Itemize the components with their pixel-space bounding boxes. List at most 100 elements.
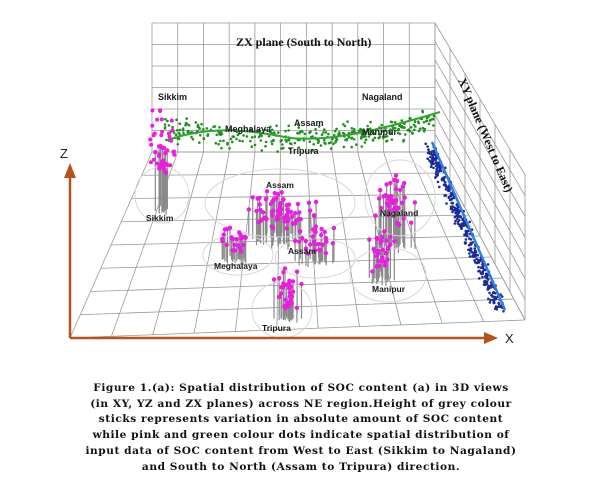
pink-dot (402, 195, 407, 200)
green-dot (163, 126, 167, 129)
pink-dot (148, 160, 153, 165)
blue-dot (447, 189, 450, 192)
pink-dot (298, 217, 303, 222)
blue-dot (449, 194, 452, 198)
green-dot (218, 126, 221, 129)
pink-dot (306, 200, 312, 205)
pink-dot (402, 180, 407, 186)
pink-dot (167, 134, 172, 139)
blue-dot (447, 195, 451, 199)
pink-dot (242, 234, 247, 240)
green-dot (329, 147, 333, 150)
pink-dots (148, 108, 418, 311)
green-dot (381, 136, 385, 140)
green-dot (166, 119, 169, 123)
pink-dot (257, 202, 262, 207)
blue-dot (459, 223, 462, 226)
green-dot (277, 131, 280, 134)
pink-dot (254, 208, 259, 214)
blue-dot (477, 258, 480, 262)
green-dot (350, 145, 354, 149)
green-dot (350, 127, 354, 130)
blue-dot (488, 301, 492, 304)
pink-dot (388, 197, 394, 202)
pink-dot (268, 201, 274, 207)
green-dot (217, 142, 220, 146)
blue-dot (486, 263, 490, 266)
blue-dot (459, 216, 463, 219)
green-dots-zx-plane (163, 109, 436, 153)
green-dot (264, 140, 268, 144)
blue-dot (456, 220, 460, 224)
blue-dot (488, 291, 491, 295)
green-dot (280, 147, 283, 150)
green-dot (250, 145, 254, 148)
pink-dot (393, 186, 399, 192)
green-dot (337, 133, 340, 136)
green-dot (324, 142, 327, 146)
pink-dot (380, 258, 385, 263)
blue-dot (487, 278, 490, 281)
green-dot (288, 147, 292, 150)
green-dot (201, 128, 205, 131)
green-dot (383, 129, 387, 133)
green-dot (186, 130, 190, 134)
pink-dot (367, 237, 372, 242)
floor-label-assam-south: Assam (288, 246, 316, 256)
pink-dot (308, 242, 313, 247)
green-dot (319, 144, 323, 147)
pink-dot (396, 222, 402, 228)
green-dot (355, 143, 358, 146)
green-dot (323, 138, 326, 142)
blue-dot (493, 307, 497, 311)
green-dot (212, 125, 215, 129)
green-dot (293, 141, 297, 145)
pink-dot (171, 149, 176, 154)
pink-dot (282, 219, 287, 224)
blue-dot (428, 152, 432, 156)
green-dot (198, 141, 201, 144)
green-dot (238, 139, 241, 142)
green-dot (297, 146, 301, 149)
pink-dot (159, 164, 165, 169)
pink-dot (280, 285, 286, 290)
green-dot (428, 119, 432, 122)
pink-dot (393, 173, 399, 178)
green-dot (181, 129, 185, 132)
green-dot (327, 132, 330, 136)
green-dot (281, 143, 284, 146)
green-dot (194, 121, 198, 124)
green-dot (270, 142, 274, 146)
blue-dot (435, 161, 439, 164)
green-dot (264, 144, 267, 148)
soc-3d-chart: ZX plane (South to North) XY plane (West… (60, 22, 526, 346)
blue-dot (481, 263, 484, 266)
green-dot (390, 120, 394, 124)
green-dot (322, 131, 325, 134)
blue-dot (481, 275, 484, 279)
blue-dot (431, 156, 435, 159)
pink-dot (292, 238, 298, 243)
blue-dot (429, 161, 433, 164)
pink-dot (269, 213, 275, 218)
z-axis-label: Z (60, 146, 68, 161)
blue-dot (427, 148, 430, 151)
pink-dot (278, 203, 283, 208)
green-dot (171, 125, 174, 129)
green-dot (276, 150, 279, 153)
green-dot (368, 127, 372, 130)
green-dot (413, 128, 416, 132)
pink-dot (401, 216, 406, 221)
blue-dot (437, 170, 441, 173)
pink-dot (387, 208, 392, 213)
pink-dot (312, 248, 318, 253)
green-dot (407, 128, 411, 131)
pink-dot (376, 258, 381, 264)
green-dot (178, 122, 182, 125)
green-dot (241, 139, 244, 143)
green-dot (178, 128, 182, 132)
green-dot (214, 141, 218, 145)
green-dot (359, 136, 363, 139)
green-dot (402, 140, 405, 143)
green-dot (373, 136, 377, 140)
